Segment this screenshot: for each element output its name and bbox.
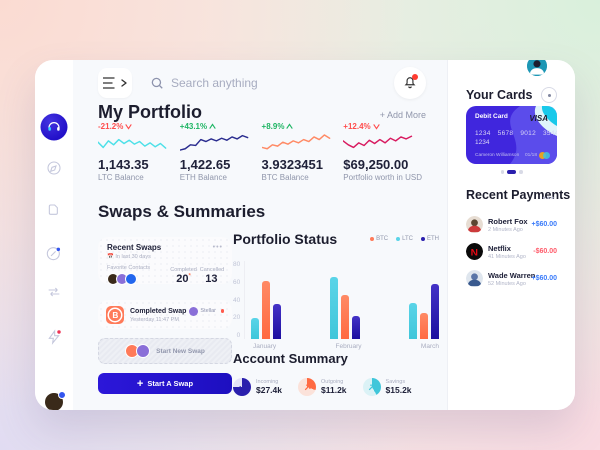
svg-text:B: B bbox=[112, 311, 118, 320]
svg-text:N: N bbox=[471, 248, 478, 259]
